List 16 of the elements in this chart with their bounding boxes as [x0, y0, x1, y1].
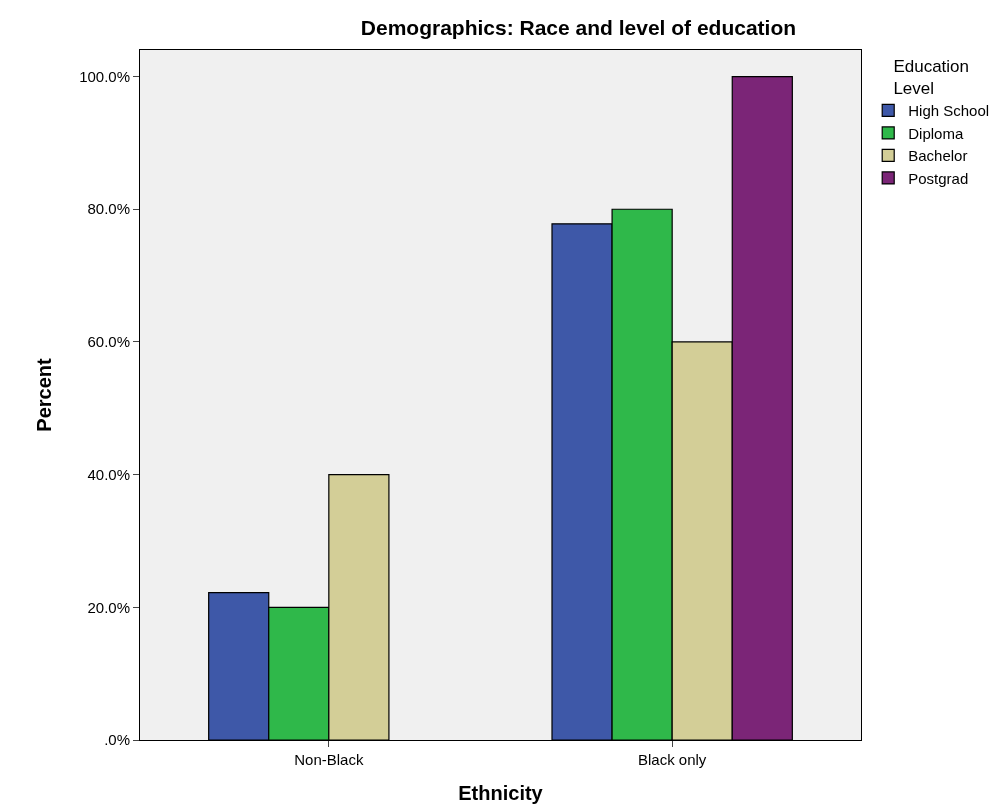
legend-label: Postgrad	[908, 169, 969, 187]
legend-title: Education Level	[893, 57, 970, 99]
y-axis-title: Percent	[32, 357, 55, 432]
x-tick-label: Non-Black	[294, 751, 364, 768]
y-tick-label: .0%	[104, 731, 130, 749]
legend-label: Diploma	[908, 124, 964, 142]
y-tick-label: 100.0%	[79, 67, 130, 85]
y-tick-label: 80.0%	[87, 200, 130, 218]
y-tick-label: 60.0%	[87, 333, 130, 351]
x-axis-title: Ethnicity	[458, 781, 544, 804]
legend-label: Bachelor	[908, 147, 968, 165]
x-tick-label: Black only	[637, 751, 707, 768]
chart-title: Demographics: Race and level of education	[360, 16, 797, 39]
legend-label: High School	[908, 102, 990, 120]
y-tick-label: 40.0%	[87, 465, 130, 483]
y-tick-label: 20.0%	[87, 598, 130, 616]
